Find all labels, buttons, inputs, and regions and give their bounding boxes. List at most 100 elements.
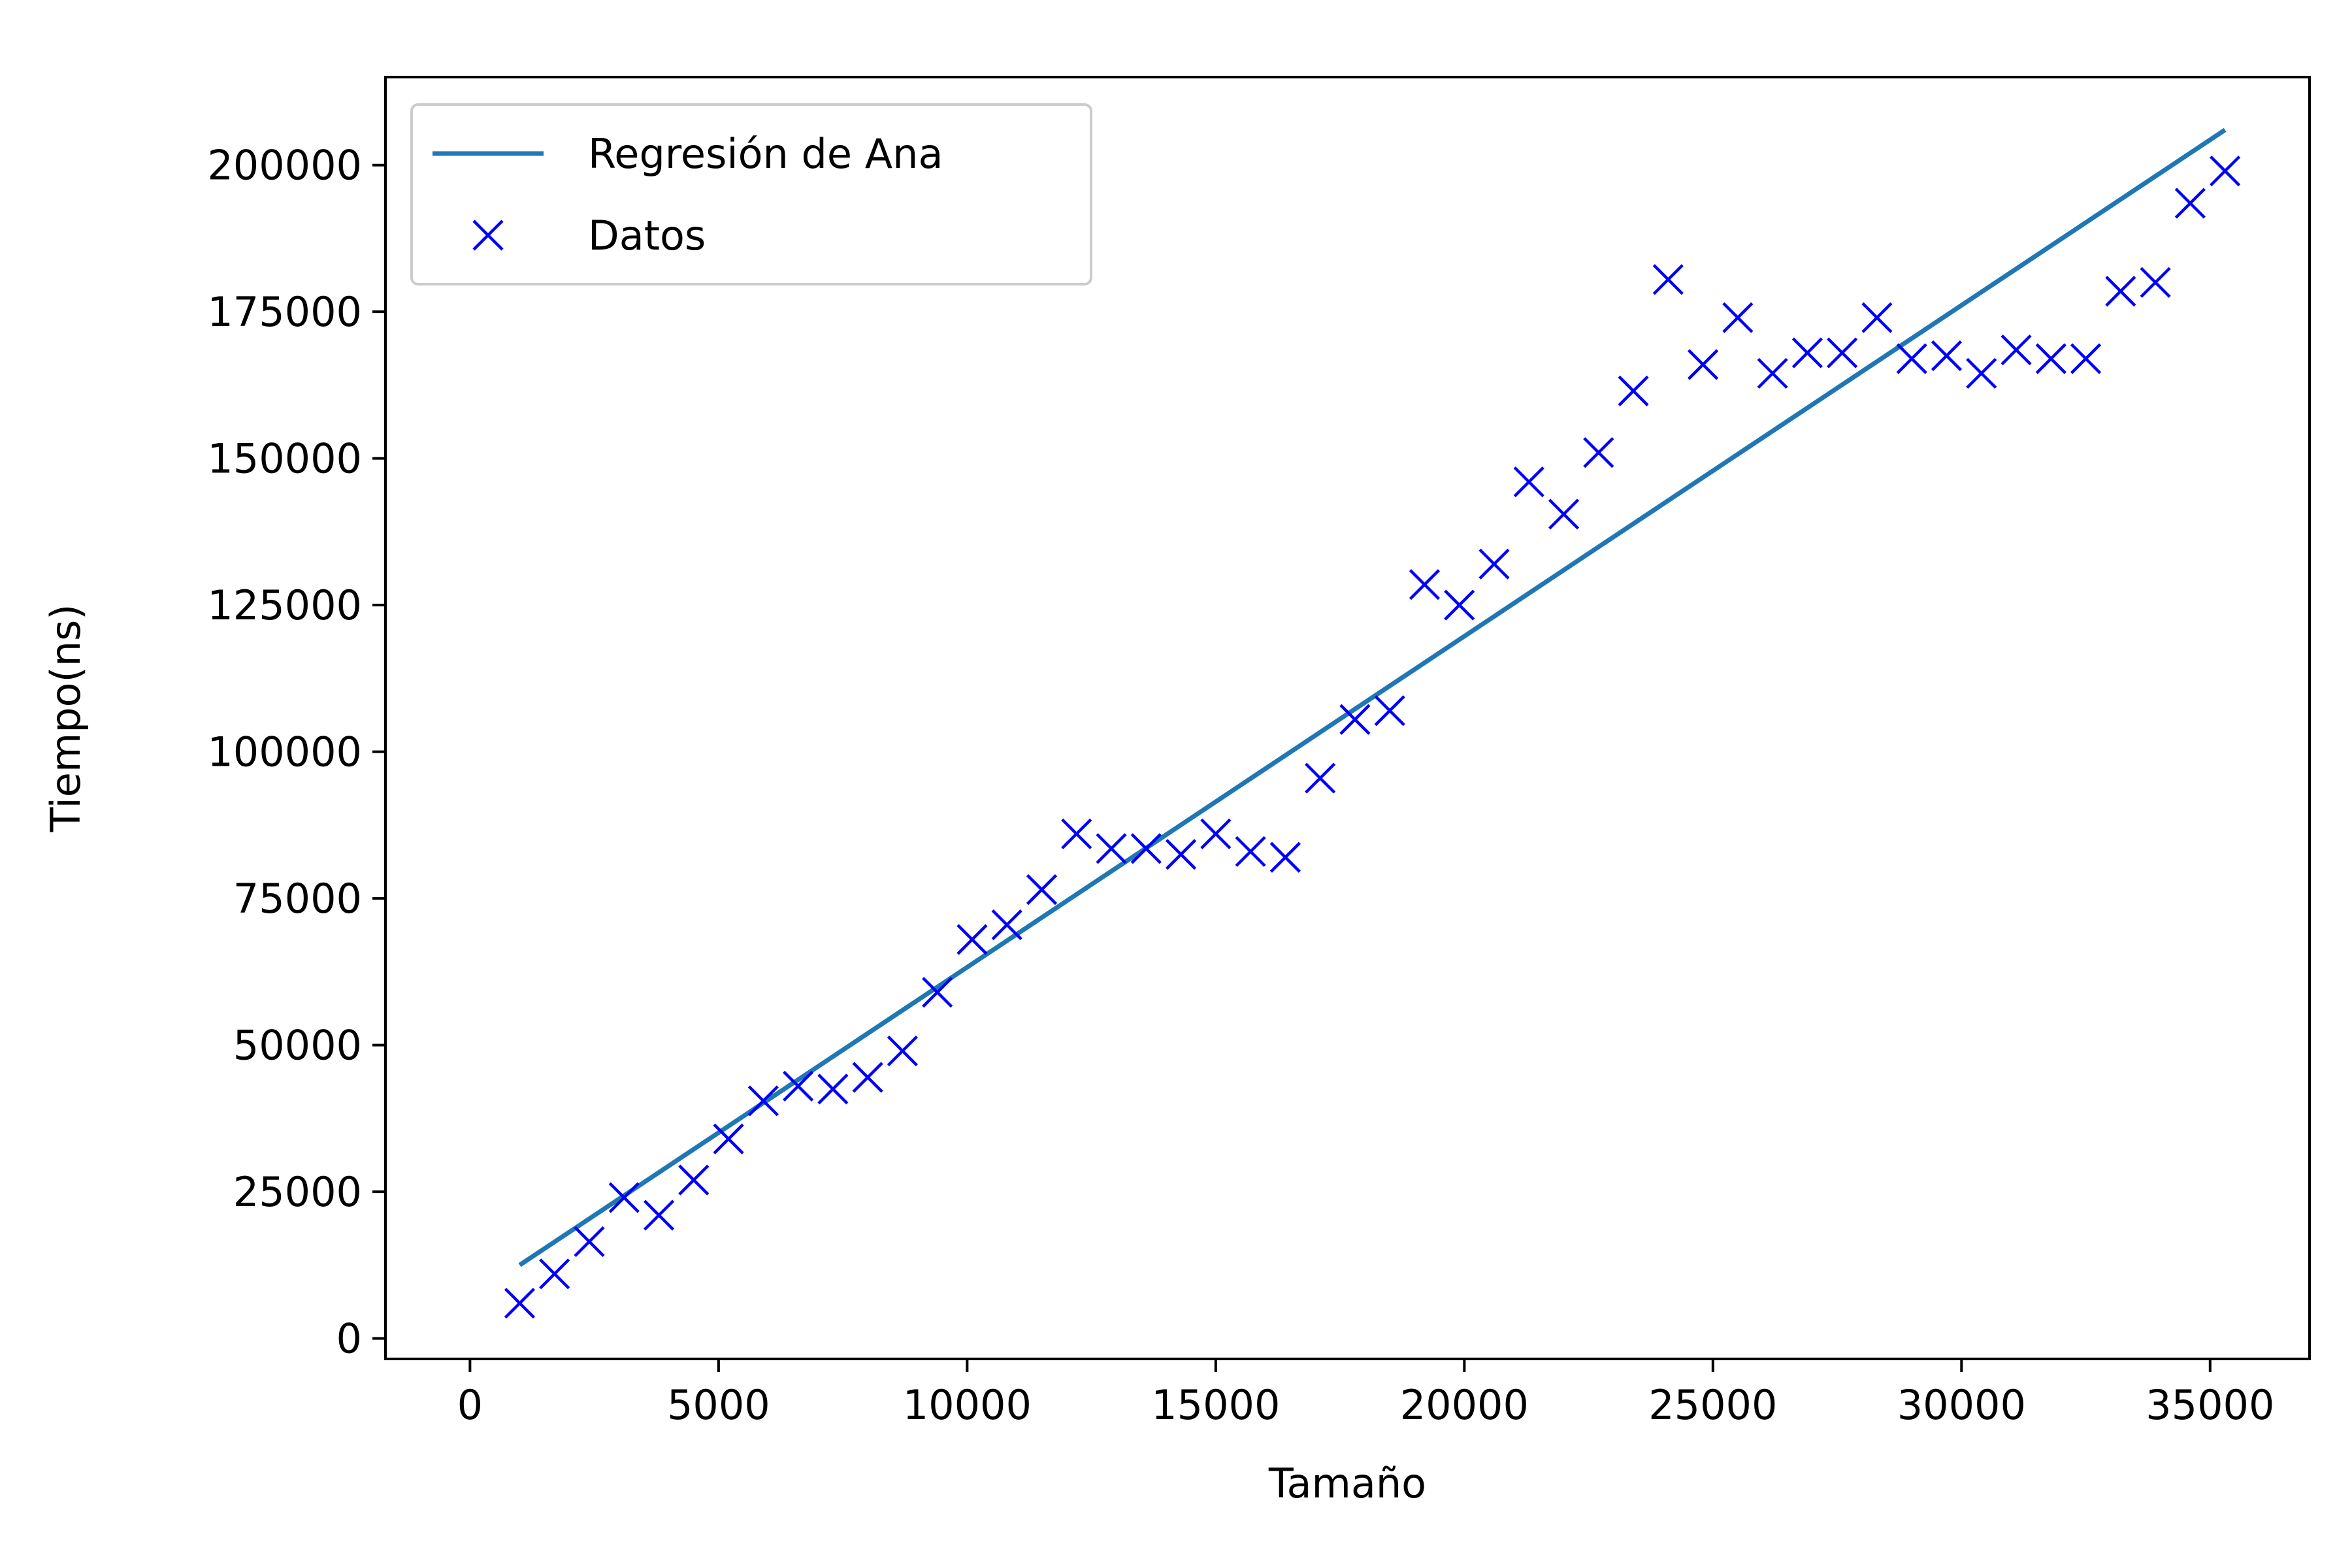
marker-stroke <box>2140 267 2171 298</box>
y-tick-label: 25000 <box>233 1168 362 1216</box>
marker-stroke <box>1966 357 1997 389</box>
data-point-marker <box>2174 188 2206 219</box>
legend: Regresión de Ana Datos <box>410 103 1092 286</box>
marker-stroke <box>2035 343 2066 374</box>
marker-stroke <box>1269 841 1301 873</box>
marker-stroke <box>1096 833 1127 864</box>
marker-stroke <box>1235 836 1266 867</box>
data-point-marker <box>747 1085 779 1117</box>
data-point-marker <box>1409 569 1441 600</box>
data-point-marker <box>1478 548 1510 580</box>
marker-stroke <box>1688 349 1719 380</box>
marker-stroke <box>1374 695 1405 727</box>
marker-stroke <box>713 1123 744 1154</box>
data-point-marker <box>504 1288 536 1319</box>
marker-stroke <box>2070 343 2102 374</box>
marker-stroke <box>1513 466 1544 498</box>
data-point-marker <box>1305 762 1336 794</box>
data-point-marker <box>1513 466 1544 498</box>
data-point-marker <box>922 977 953 1008</box>
x-axis: 0 5000 10000 15000 20000 25000 30000 35000 <box>457 1359 2274 1429</box>
data-point-marker <box>713 1123 744 1154</box>
y-tick-label: 0 <box>336 1315 362 1363</box>
x-tick-label: 0 <box>457 1381 483 1429</box>
marker-stroke <box>1896 343 1927 374</box>
marker-stroke <box>678 1164 710 1196</box>
data-point-marker <box>1165 839 1197 870</box>
marker-stroke <box>2105 276 2136 307</box>
marker-stroke <box>2001 334 2032 366</box>
x-axis-label: Tamaño <box>1268 1460 1426 1507</box>
marker-stroke <box>991 909 1022 941</box>
data-point-marker <box>1896 343 1927 374</box>
marker-stroke <box>1339 704 1371 735</box>
marker-stroke <box>817 1073 849 1105</box>
data-point-marker <box>643 1200 675 1231</box>
y-tick-label: 175000 <box>207 288 362 336</box>
data-point-marker <box>2140 267 2171 298</box>
data-point-marker <box>2001 334 2032 366</box>
data-point-marker <box>1096 833 1127 864</box>
marker-stroke <box>1548 498 1580 530</box>
regression-line <box>518 127 2227 1267</box>
marker-stroke <box>1305 762 1336 794</box>
marker-stroke <box>1583 437 1614 468</box>
data-point-marker <box>2210 155 2241 187</box>
marker-stroke <box>504 1288 536 1319</box>
marker-stroke <box>643 1200 675 1231</box>
marker-stroke <box>956 924 988 955</box>
marker-stroke <box>1652 264 1684 295</box>
x-tick-label: 30000 <box>1897 1381 2026 1429</box>
data-point-marker <box>2105 276 2136 307</box>
marker-stroke <box>1791 337 1823 368</box>
data-point-marker <box>1548 498 1580 530</box>
marker-stroke <box>1827 337 1858 368</box>
marker-stroke <box>574 1226 605 1258</box>
marker-stroke <box>1722 302 1754 333</box>
data-point-marker <box>2035 343 2066 374</box>
data-point-marker <box>1688 349 1719 380</box>
data-point-marker <box>678 1164 710 1196</box>
x-tick-label: 35000 <box>2146 1381 2274 1429</box>
data-point-marker <box>1026 874 1058 906</box>
legend-label: Regresión de Ana <box>588 130 943 178</box>
marker-stroke <box>1757 357 1788 389</box>
data-point-marker <box>1791 337 1823 368</box>
data-point-marker <box>2070 343 2102 374</box>
data-point-marker <box>1861 302 1893 333</box>
y-tick-label: 100000 <box>207 728 362 776</box>
marker-stroke <box>1444 589 1475 621</box>
data-point-marker <box>852 1062 883 1093</box>
x-tick-label: 5000 <box>667 1381 770 1429</box>
x-tick-label: 20000 <box>1400 1381 1529 1429</box>
marker-stroke <box>1130 833 1162 864</box>
y-axis: 0 25000 50000 75000 100000 125000 150000 175000… <box>207 142 385 1363</box>
marker-stroke <box>887 1035 919 1067</box>
marker-stroke <box>1478 548 1510 580</box>
marker-stroke <box>747 1085 779 1117</box>
marker-stroke <box>539 1258 570 1290</box>
marker-stroke <box>1861 302 1893 333</box>
marker-stroke <box>608 1182 640 1213</box>
data-point-marker <box>1583 437 1614 468</box>
x-tick-label: 25000 <box>1648 1381 1777 1429</box>
data-point-marker <box>1200 818 1232 849</box>
marker-stroke <box>1061 818 1092 849</box>
y-tick-label: 200000 <box>207 142 362 189</box>
axes-frame <box>384 76 2311 1360</box>
y-tick-label: 150000 <box>207 435 362 483</box>
x-tick-label: 15000 <box>1151 1381 1280 1429</box>
marker-stroke <box>1618 375 1649 406</box>
data-point-marker <box>1235 836 1266 867</box>
data-point-marker <box>539 1258 570 1290</box>
x-tick-label: 10000 <box>903 1381 1032 1429</box>
y-tick-label: 75000 <box>233 875 362 923</box>
marker-stroke <box>1026 874 1058 906</box>
data-point-marker <box>1269 841 1301 873</box>
marker-stroke <box>783 1070 814 1102</box>
y-tick-label: 125000 <box>207 581 362 629</box>
data-point-marker <box>1722 302 1754 333</box>
y-tick-label: 50000 <box>233 1022 362 1070</box>
marker-stroke <box>2174 188 2206 219</box>
